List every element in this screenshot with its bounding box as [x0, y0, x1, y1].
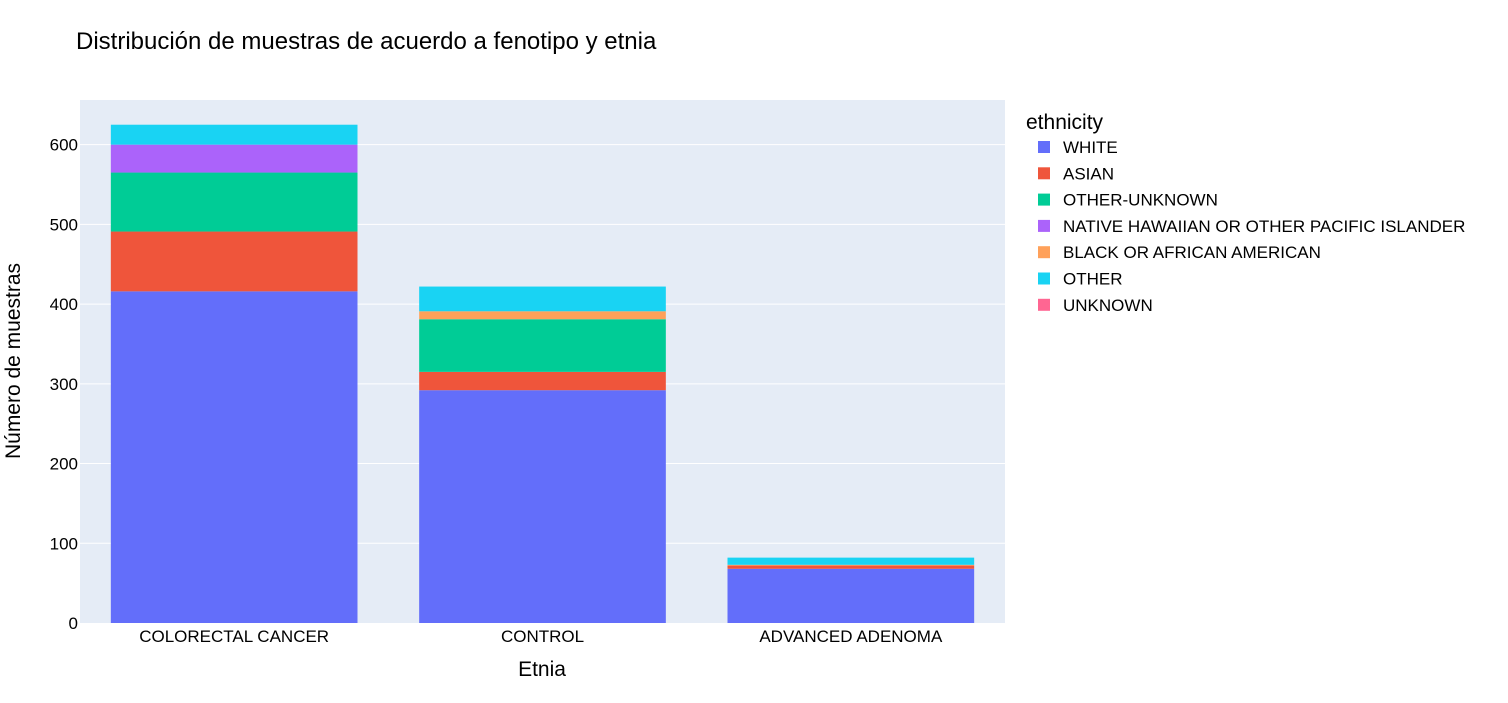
y-tick-label: 400	[50, 295, 78, 314]
y-tick-label: 300	[50, 375, 78, 394]
chart-title: Distribución de muestras de acuerdo a fe…	[76, 28, 657, 55]
x-axis-ticks: COLORECTAL CANCER CONTROL ADVANCED ADENOMA	[139, 627, 943, 646]
bar-segment-other-2	[727, 557, 975, 565]
bar-segment-black-or-african-american-1	[419, 311, 666, 320]
bar-segment-asian-0	[110, 231, 358, 292]
bar-segment-asian-1	[419, 371, 666, 391]
legend-swatch[interactable]	[1038, 272, 1050, 285]
legend-swatch[interactable]	[1038, 219, 1050, 232]
legend-label[interactable]: NATIVE HAWAIIAN OR OTHER PACIFIC ISLANDE…	[1063, 217, 1465, 236]
bar-segment-white-1	[419, 390, 666, 623]
legend-title: ethnicity	[1026, 111, 1104, 134]
bar-segment-black-or-african-american-2	[727, 564, 975, 566]
bars	[110, 124, 975, 623]
legend-swatch[interactable]	[1038, 167, 1050, 180]
bar-segment-other-unknown-0	[110, 172, 358, 232]
bar-segment-asian-2	[727, 565, 975, 569]
y-tick-label: 100	[50, 534, 78, 553]
legend-swatch[interactable]	[1038, 193, 1050, 206]
y-tick-label: 200	[50, 455, 78, 474]
x-tick-label: COLORECTAL CANCER	[139, 627, 329, 646]
bar-segment-native-hawaiian-or-other-pacific-islander-0	[110, 144, 358, 173]
y-axis-ticks: 0 100 200 300 400 500 600	[50, 136, 78, 633]
y-tick-label: 500	[50, 215, 78, 234]
x-axis-title: Etnia	[518, 658, 566, 681]
legend-label[interactable]: BLACK OR AFRICAN AMERICAN	[1063, 243, 1321, 262]
x-tick-label: CONTROL	[501, 627, 584, 646]
legend-label[interactable]: OTHER-UNKNOWN	[1063, 191, 1218, 210]
bar-segment-white-2	[727, 568, 975, 623]
legend-swatch[interactable]	[1038, 298, 1050, 311]
bar-segment-white-0	[110, 291, 358, 623]
y-tick-label: 600	[50, 136, 78, 155]
legend-swatch[interactable]	[1038, 141, 1050, 153]
legend-label[interactable]: WHITE	[1063, 138, 1118, 157]
x-tick-label: ADVANCED ADENOMA	[759, 627, 943, 646]
legend-label[interactable]: UNKNOWN	[1063, 296, 1153, 315]
bar-segment-other-unknown-1	[419, 319, 666, 372]
y-tick-label: 0	[69, 614, 78, 633]
legend-label[interactable]: ASIAN	[1063, 164, 1114, 183]
legend-label[interactable]: OTHER	[1063, 270, 1123, 289]
bar-segment-other-1	[419, 286, 666, 312]
bar-segment-other-0	[110, 124, 358, 145]
legend-items: WHITE ASIAN OTHER-UNKNOWN NATIVE HAWAIIAN O…	[1038, 138, 1465, 315]
y-axis-title: Número de muestras	[2, 263, 25, 459]
legend-swatch[interactable]	[1038, 246, 1050, 259]
legend: ethnicity WHITE ASIAN OTHER-UNKNOWN NATIVE …	[1026, 111, 1465, 315]
